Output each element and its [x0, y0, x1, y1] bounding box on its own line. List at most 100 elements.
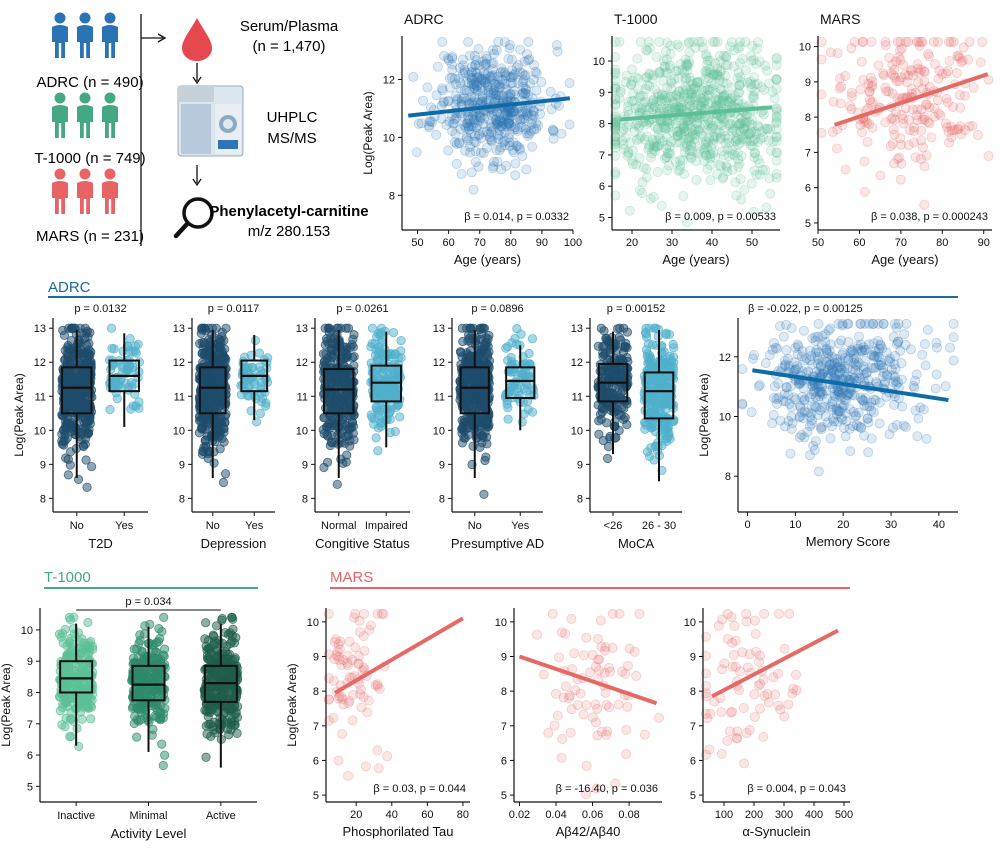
scatter-point: [459, 65, 470, 76]
scatter-point: [781, 319, 792, 330]
scatter-point: [661, 123, 672, 134]
scatter-point: [702, 55, 713, 66]
scatter-point: [513, 60, 524, 71]
scatter-point: [468, 79, 479, 90]
scatter-point: [488, 57, 499, 68]
jitter-point: [349, 330, 359, 340]
scatter-point: [732, 147, 743, 158]
scatter-point: [616, 126, 627, 137]
category-label: No: [70, 520, 84, 532]
jitter-point: [221, 323, 231, 333]
scatter-point: [447, 51, 458, 62]
x-axis-label: MoCA: [618, 536, 654, 551]
scatter-point: [510, 158, 521, 169]
jitter-point: [525, 372, 535, 382]
jitter-point: [599, 326, 609, 336]
scatter-point: [715, 66, 726, 77]
scatter-point: [908, 126, 919, 137]
jitter-point: [368, 367, 378, 377]
scatter-point: [490, 114, 501, 125]
scatter-point: [488, 85, 499, 96]
scatter-point: [490, 89, 501, 100]
y-tick-label: 13: [34, 323, 46, 335]
scatter-point: [474, 60, 485, 71]
scatter-point: [461, 95, 472, 106]
scatter-point: [447, 53, 458, 64]
jitter-point: [330, 332, 340, 342]
y-tick-label: 6: [599, 181, 605, 193]
scatter-point: [660, 61, 671, 72]
scatter-point: [471, 122, 482, 133]
scatter-point: [476, 73, 487, 84]
scatter-point: [451, 138, 462, 149]
scatter-point: [520, 70, 531, 81]
scatter-point: [514, 142, 525, 153]
scatter-point: [480, 78, 491, 89]
scatter-point: [662, 82, 673, 93]
jitter-point: [133, 339, 143, 349]
scatter-point: [469, 51, 480, 62]
scatter-point: [684, 47, 695, 58]
people-icon-t1000: [52, 92, 118, 138]
stat-annotation: β = -0.022, p = 0.00125: [748, 303, 863, 315]
jitter-point: [66, 707, 76, 717]
scatter-point: [626, 79, 637, 90]
jitter-point: [332, 479, 342, 489]
scatter-point: [631, 134, 642, 145]
y-tick-label: 10: [296, 425, 308, 437]
scatter-point: [469, 136, 480, 147]
scatter-point: [446, 72, 457, 83]
cohort-label-mars: MARS (n = 231): [36, 228, 144, 245]
jitter-point: [457, 402, 468, 412]
jitter-point: [134, 397, 144, 407]
scatter-point: [485, 71, 496, 82]
scatter-point: [473, 161, 484, 172]
jitter-point: [385, 349, 396, 359]
scatter-point: [499, 67, 510, 78]
scatter-point: [472, 72, 483, 83]
scatter-point: [548, 133, 559, 144]
scatter-point: [466, 128, 477, 139]
jitter-point: [220, 469, 231, 479]
scatter-point: [712, 169, 723, 180]
x-tick-label: 30: [666, 237, 678, 249]
jitter-point: [72, 666, 82, 676]
scatter-point: [825, 47, 836, 58]
scatter-point: [496, 164, 507, 175]
x-tick-label: 50: [746, 237, 758, 249]
scatter-point: [454, 63, 465, 74]
scatter-point: [654, 140, 665, 151]
scatter-point: [874, 418, 885, 429]
scatter-point: [703, 73, 714, 84]
scatter-point: [474, 130, 485, 141]
scatter-point: [523, 55, 534, 66]
scatter-point: [505, 89, 516, 100]
y-tick-label: 12: [571, 357, 583, 369]
scatter-point: [725, 41, 736, 52]
jitter-point: [598, 435, 608, 446]
jitter-point: [483, 334, 493, 344]
scatter-point: [747, 140, 758, 151]
scatter-point: [706, 123, 717, 134]
jitter-point: [479, 489, 489, 499]
scatter-point: [469, 83, 480, 94]
scatter-point: [687, 126, 698, 137]
scatter-point: [503, 106, 514, 117]
scatter-point: [520, 124, 531, 135]
y-tick-label: 13: [296, 323, 308, 335]
scatter-point: [522, 111, 533, 122]
scatter-point: [964, 36, 975, 47]
y-tick-label: 10: [34, 425, 46, 437]
y-tick-label: 10: [571, 425, 583, 437]
scatter-point: [681, 85, 692, 96]
scatter-point: [501, 83, 512, 94]
y-tick-label: 7: [805, 147, 811, 159]
jitter-point: [63, 470, 73, 480]
scatter-point: [700, 49, 711, 60]
scatter-point: [838, 347, 849, 358]
y-tick-label: 8: [40, 493, 46, 505]
scatter-point: [679, 126, 690, 137]
scatter-point: [495, 81, 506, 92]
